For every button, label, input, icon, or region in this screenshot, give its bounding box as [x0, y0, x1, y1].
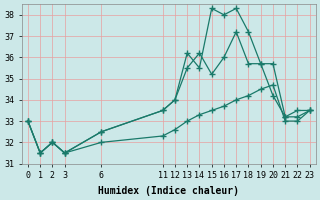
X-axis label: Humidex (Indice chaleur): Humidex (Indice chaleur): [98, 186, 239, 196]
